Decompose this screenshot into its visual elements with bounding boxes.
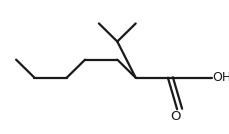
Text: O: O bbox=[170, 110, 180, 123]
Text: OH: OH bbox=[212, 71, 229, 84]
